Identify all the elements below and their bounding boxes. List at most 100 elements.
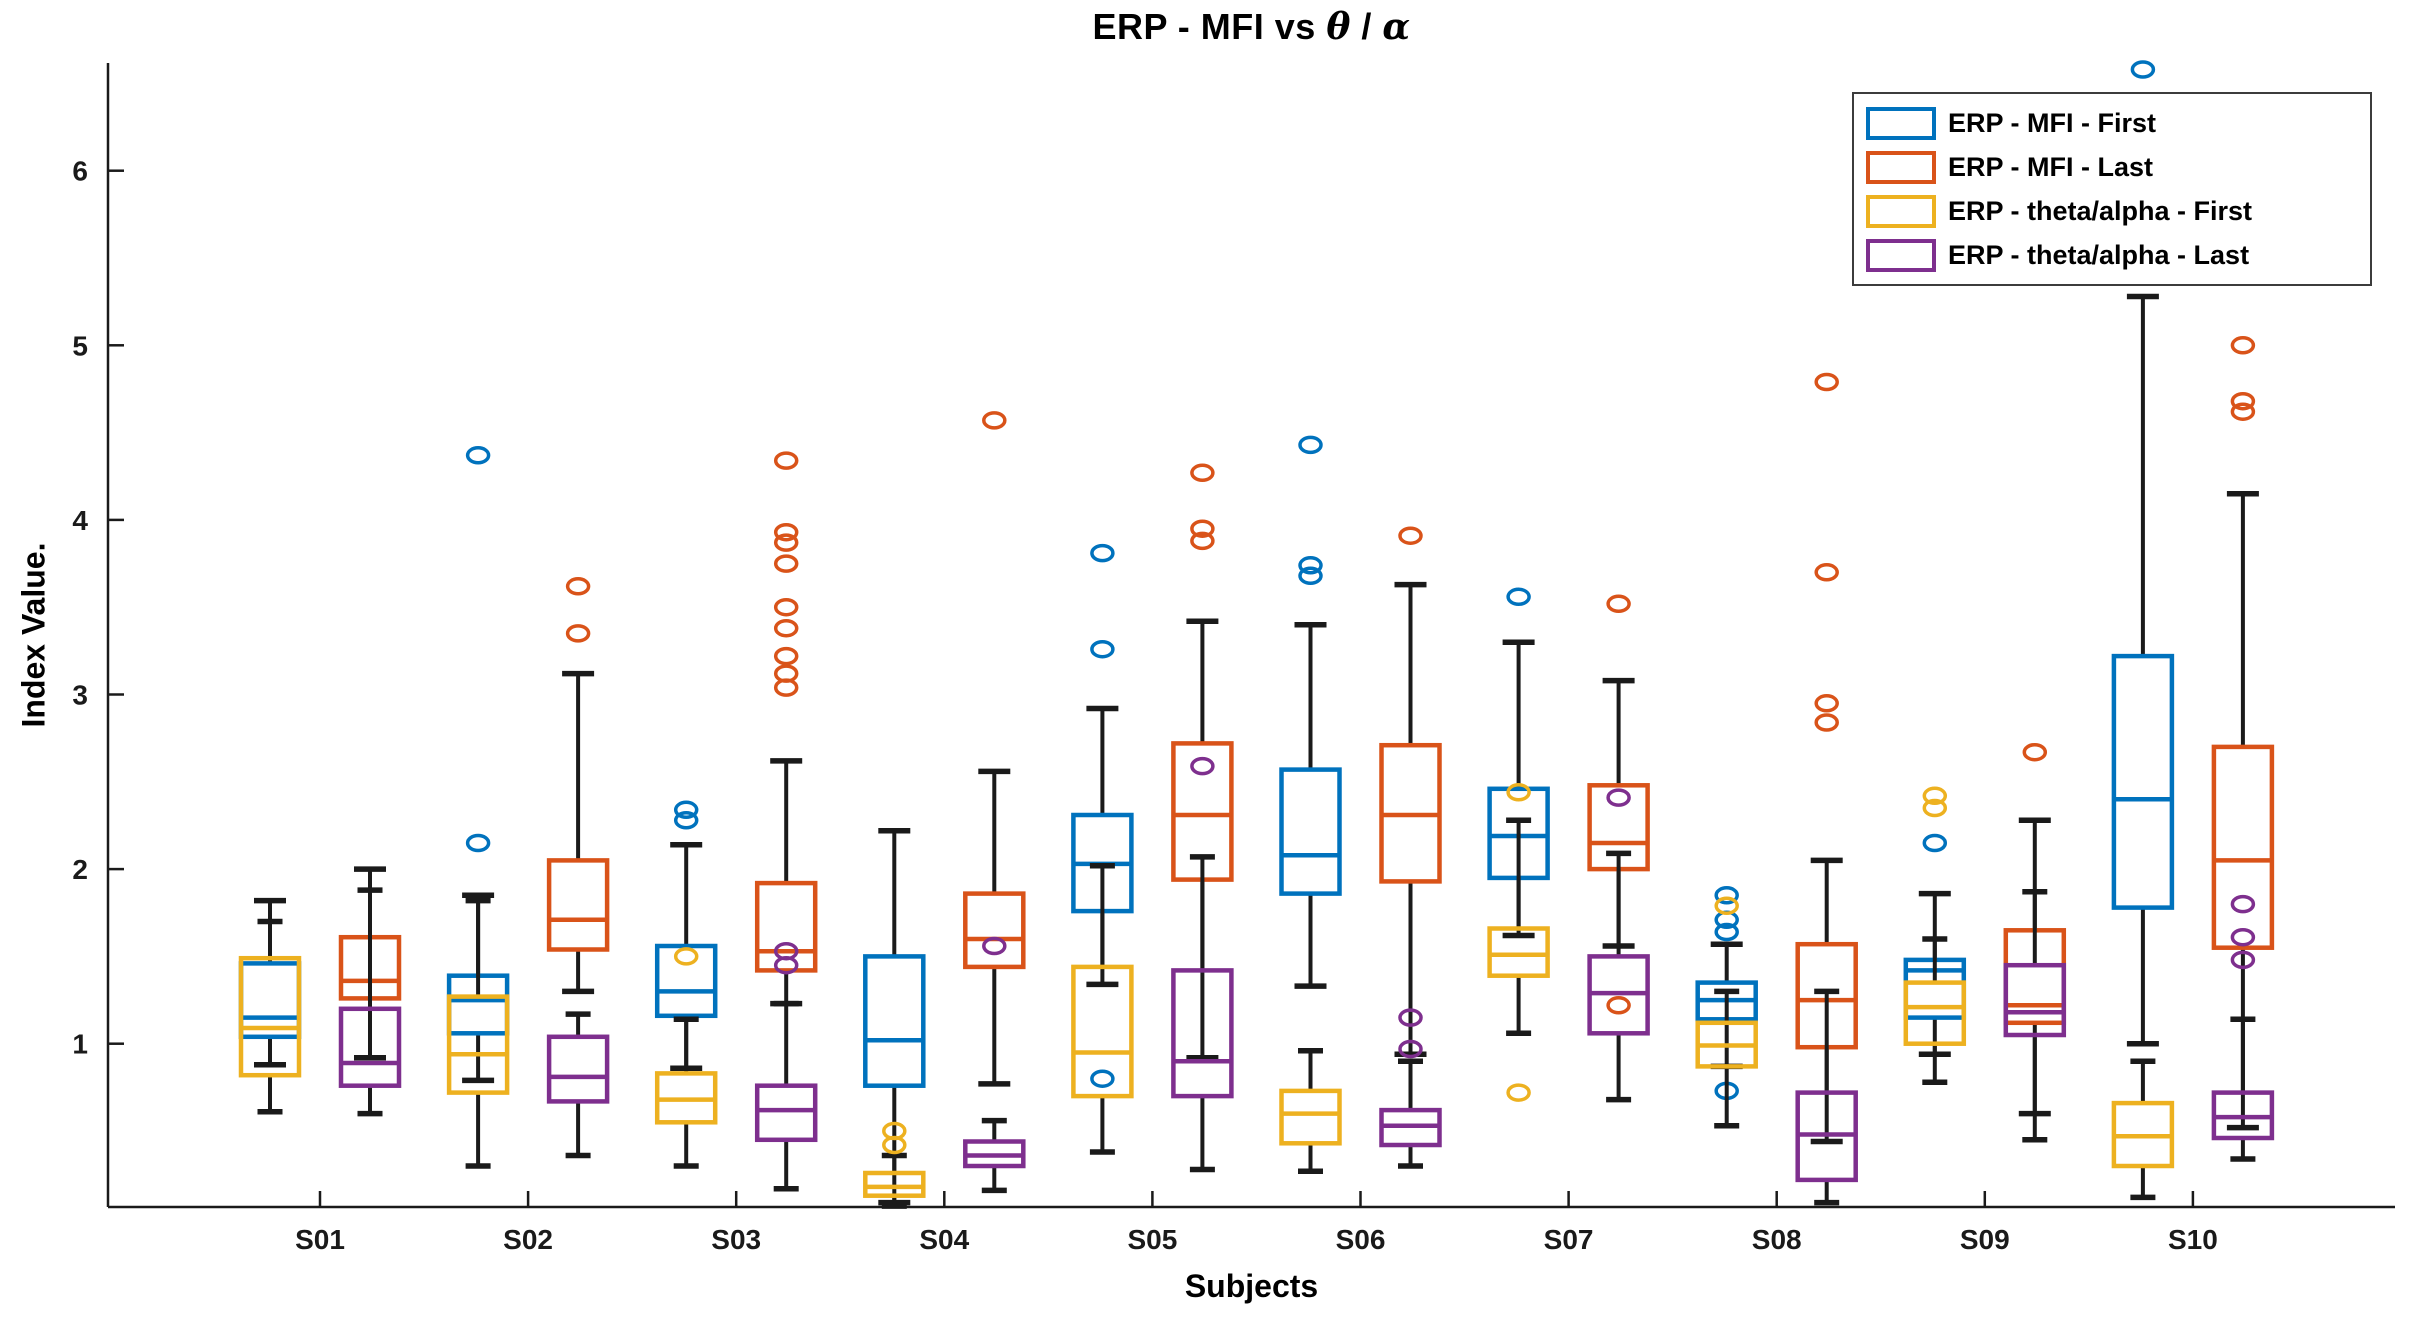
outlier-point (1814, 372, 1839, 392)
legend-label: ERP - theta/alpha - First (1948, 195, 2253, 226)
x-tick-label: S09 (1960, 1224, 2010, 1255)
outlier-point (773, 646, 799, 666)
x-tick-label: S02 (503, 1224, 553, 1255)
legend-entry: ERP - MFI - Last (1854, 145, 2370, 189)
legend: ERP - MFI - First ERP - MFI - Last ERP - t… (1852, 92, 2372, 286)
box (2111, 653, 2175, 910)
outlier-point (2230, 402, 2256, 421)
outlier-point (1298, 435, 1323, 455)
legend-entry: ERP - theta/alpha - First (1854, 189, 2370, 233)
x-tick-label: S10 (2168, 1224, 2218, 1255)
outlier-point (1298, 556, 1323, 575)
outlier-point (1606, 788, 1631, 807)
x-tick-label: S05 (1127, 1224, 1177, 1255)
outlier-point (773, 533, 799, 552)
box (1071, 964, 1134, 1099)
outlier-point (2022, 742, 2048, 762)
outlier-point (1814, 694, 1839, 713)
x-tick-label: S04 (919, 1224, 969, 1255)
y-tick-label: 1 (72, 1029, 88, 1060)
outlier-point (1922, 833, 1948, 853)
box (546, 858, 610, 952)
outlier-point (1814, 563, 1839, 582)
outlier-point (2230, 336, 2256, 355)
y-tick-label: 3 (72, 680, 88, 711)
outlier-point (2230, 927, 2256, 947)
outlier-point (773, 941, 799, 961)
outlier-point (2230, 894, 2256, 914)
x-tick-label: S03 (711, 1224, 761, 1255)
outlier-point (1506, 1083, 1531, 1102)
chart-title: ERP - MFI vs θ / α (1092, 6, 1411, 48)
outlier-point (773, 618, 799, 638)
outlier-point (2130, 60, 2156, 79)
outlier-point (673, 947, 699, 966)
outlier-point (773, 664, 799, 683)
outlier-point (1606, 594, 1631, 614)
outlier-point (2230, 950, 2256, 970)
box (1487, 926, 1550, 978)
legend-entry: ERP - MFI - First (1854, 101, 2370, 145)
outlier-point (1090, 543, 1115, 563)
box (1903, 980, 1967, 1046)
box (238, 955, 302, 1078)
outlier-point (1398, 1039, 1423, 1059)
outlier-point (773, 451, 799, 470)
box (863, 1170, 926, 1198)
outlier-point (773, 522, 799, 542)
x-tick-label: S06 (1336, 1224, 1386, 1255)
outlier-point (1190, 531, 1215, 551)
outlier-point (1398, 526, 1423, 545)
outlier-point (1190, 519, 1215, 538)
outlier-point (1714, 922, 1739, 942)
outlier-point (1714, 886, 1739, 905)
outlier-point (1506, 783, 1531, 802)
x-axis-label: Subjects (1184, 1268, 1319, 1304)
outlier-point (1922, 798, 1948, 818)
y-tick-label: 6 (72, 156, 88, 187)
box (754, 1083, 818, 1143)
x-tick-label: S01 (295, 1224, 345, 1255)
box (446, 994, 510, 1095)
legend-swatch (1866, 150, 1936, 184)
outlier-point (1606, 996, 1631, 1015)
y-tick-label: 5 (72, 330, 88, 361)
outlier-point (1190, 463, 1215, 483)
outlier-point (2230, 391, 2256, 411)
outlier-point (1714, 896, 1739, 916)
box (1279, 767, 1342, 896)
box (963, 891, 1026, 970)
box (654, 943, 718, 1019)
legend-label: ERP - theta/alpha - Last (1948, 239, 2250, 270)
outlier-point (465, 446, 491, 465)
outlier-point (1922, 786, 1948, 806)
outlier-point (773, 554, 799, 573)
box (2211, 744, 2275, 950)
box (1171, 968, 1234, 1099)
legend-swatch (1866, 106, 1936, 140)
outlier-point (1090, 1069, 1115, 1088)
box (1279, 1088, 1342, 1146)
box (2003, 962, 2067, 1038)
legend-swatch (1866, 238, 1936, 272)
y-tick-label: 2 (72, 854, 88, 885)
outlier-point (1398, 1008, 1423, 1027)
outlier-point (982, 411, 1007, 430)
outlier-point (673, 811, 699, 830)
x-tick-label: S08 (1752, 1224, 1802, 1255)
outlier-point (673, 800, 699, 820)
box (546, 1034, 610, 1104)
outlier-point (465, 833, 491, 853)
outlier-point (773, 597, 799, 617)
legend-label: ERP - MFI - First (1948, 107, 2157, 138)
outlier-point (1190, 756, 1215, 776)
box (338, 1006, 402, 1088)
outlier-point (882, 1121, 907, 1141)
outlier-point (1814, 713, 1839, 732)
box (863, 954, 926, 1088)
outlier-point (1506, 587, 1531, 607)
outlier-point (1090, 639, 1115, 659)
